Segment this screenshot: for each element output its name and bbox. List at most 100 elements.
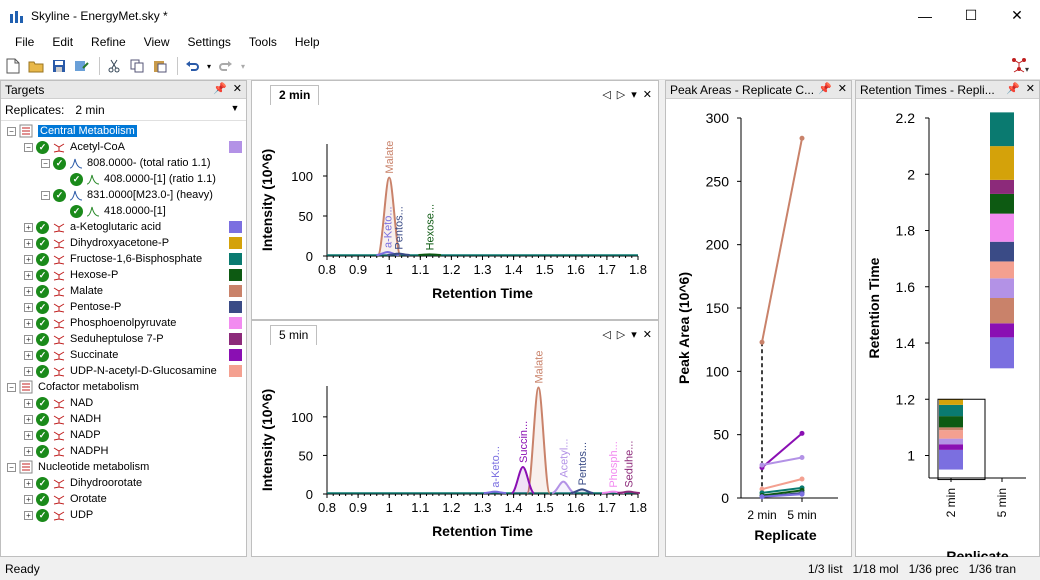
data-point (799, 491, 805, 497)
check-icon: ✓ (36, 508, 49, 522)
tree-item[interactable]: ✓ 408.0000-[1] (ratio 1.1) (58, 171, 216, 187)
pin-icon[interactable]: 📌 (818, 83, 832, 95)
tree-item[interactable]: − Cofactor metabolism (7, 379, 139, 395)
tree-item[interactable]: + ✓ Fructose-1,6-Bisphosphate (24, 251, 202, 267)
open-folder-icon[interactable] (26, 56, 46, 76)
redo-dropdown-icon[interactable]: ▾ (240, 61, 245, 71)
targets-panel-header: Targets 📌 ✕ (1, 81, 246, 99)
tree-item[interactable]: − Central Metabolism (7, 123, 137, 139)
menu-file[interactable]: File (15, 35, 35, 49)
menu-help[interactable]: Help (294, 35, 320, 49)
close-button[interactable]: ✕ (1011, 7, 1023, 23)
tree-item[interactable]: + ✓ UDP (24, 507, 93, 523)
close-icon[interactable]: ✕ (1025, 83, 1035, 95)
tree-item[interactable]: ✓ 418.0000-[1] (58, 203, 166, 219)
cut-icon[interactable] (104, 56, 124, 76)
copy-icon[interactable] (127, 56, 147, 76)
pin-icon[interactable]: 📌 (213, 83, 227, 95)
x-tick-label: 1.3 (473, 262, 491, 277)
tree-item[interactable]: + ✓ Malate (24, 283, 103, 299)
chromatogram-2min-chart[interactable]: 0.8 0.9 1 1.1 1.2 1.3 1.4 1.5 1.6 1.7 1.8 0 50 100 Ret… (252, 106, 658, 320)
prev-icon[interactable]: ◁ (602, 89, 611, 101)
tree-item[interactable]: + ✓ Succinate (24, 347, 118, 363)
expander-icon[interactable]: + (24, 222, 33, 232)
tree-item[interactable]: + ✓ Pentose-P (24, 299, 121, 315)
x-axis-label: Replicate (754, 527, 816, 543)
tree-item[interactable]: + ✓ NAD (24, 395, 93, 411)
menu-tools[interactable]: Tools (248, 35, 277, 49)
expander-icon[interactable]: + (24, 270, 33, 280)
close-icon[interactable]: ✕ (642, 329, 652, 341)
tree-item[interactable]: + ✓ Orotate (24, 491, 107, 507)
tree-item[interactable]: + ✓ Phosphoenolpyruvate (24, 315, 176, 331)
tree-item[interactable]: + ✓ Hexose-P (24, 267, 118, 283)
expander-icon[interactable]: + (24, 510, 33, 520)
tree-item[interactable]: + ✓ a-Ketoglutaric acid (24, 219, 161, 235)
save-icon[interactable] (49, 56, 69, 76)
expander-icon[interactable]: + (24, 398, 33, 408)
tree-item[interactable]: + ✓ NADP (24, 427, 101, 443)
expander-icon[interactable]: + (24, 494, 33, 504)
expander-icon[interactable]: − (41, 190, 50, 200)
retention-times-chart[interactable]: 1 1.2 1.4 1.6 1.8 2 2.2 2 min 5 min Replicate Rete… (856, 100, 1039, 557)
next-icon[interactable]: ▷ (616, 89, 626, 101)
dropdown-icon[interactable]: ▾ (631, 89, 637, 101)
undo-dropdown-icon[interactable]: ▾ (206, 61, 211, 71)
tab-5min[interactable]: 5 min (270, 325, 318, 345)
expander-icon[interactable]: + (24, 318, 33, 328)
expander-icon[interactable]: − (7, 462, 16, 472)
prev-icon[interactable]: ◁ (602, 329, 611, 341)
expander-icon[interactable]: + (24, 478, 33, 488)
expander-icon[interactable]: − (7, 126, 16, 136)
next-icon[interactable]: ▷ (616, 329, 626, 341)
tree-item-label: 831.0000[M23.0-] (heavy) (87, 189, 213, 201)
minimize-button[interactable]: — (918, 7, 932, 24)
close-icon[interactable]: ✕ (232, 83, 242, 95)
tree-item[interactable]: − ✓ Acetyl-CoA (24, 139, 125, 155)
tree-item[interactable]: + ✓ Seduheptulose 7-P (24, 331, 164, 347)
new-file-icon[interactable] (3, 56, 23, 76)
expander-icon[interactable]: + (24, 286, 33, 296)
pin-icon[interactable]: 📌 (1006, 83, 1020, 95)
x-axis-label: Retention Time (432, 285, 533, 301)
expander-icon[interactable]: + (24, 334, 33, 344)
expander-icon[interactable]: + (24, 350, 33, 360)
maximize-button[interactable]: ☐ (964, 7, 978, 23)
publish-icon[interactable] (72, 56, 92, 76)
tree-item[interactable]: + ✓ NADH (24, 411, 101, 427)
tree-item[interactable]: − ✓ 808.0000- (total ratio 1.1) (41, 155, 211, 171)
expander-icon[interactable]: − (24, 142, 33, 152)
expander-icon[interactable]: + (24, 254, 33, 264)
expander-icon[interactable]: + (24, 414, 33, 424)
tree-item[interactable]: + ✓ Dihydroorotate (24, 475, 142, 491)
series-line (761, 432, 803, 469)
expander-icon[interactable]: + (24, 238, 33, 248)
expander-icon[interactable]: − (7, 382, 16, 392)
paste-icon[interactable] (150, 56, 170, 76)
molecule-icon (53, 319, 65, 329)
expander-icon[interactable]: + (24, 366, 33, 376)
menu-refine[interactable]: Refine (91, 35, 126, 49)
peak-areas-chart[interactable]: 0 50 100 150 200 250 300 2 min 5 min Replicate Pea… (666, 100, 851, 557)
menu-settings[interactable]: Settings (187, 35, 231, 49)
tree-item[interactable]: − Nucleotide metabolism (7, 459, 149, 475)
molecule-icon[interactable]: ▾ (1010, 56, 1030, 77)
close-icon[interactable]: ✕ (837, 83, 847, 95)
tab-2min[interactable]: 2 min (270, 85, 320, 105)
menu-view[interactable]: View (143, 35, 170, 49)
tree-item[interactable]: − ✓ 831.0000[M23.0-] (heavy) (41, 187, 213, 203)
close-icon[interactable]: ✕ (642, 89, 652, 101)
expander-icon[interactable]: + (24, 446, 33, 456)
replicates-select[interactable]: 2 min ▼ (72, 100, 243, 119)
expander-icon[interactable]: + (24, 430, 33, 440)
undo-icon[interactable] (182, 56, 202, 76)
chromatogram-5min-chart[interactable]: 0.8 0.9 1 1.1 1.2 1.3 1.4 1.5 1.6 1.7 1.8 0 50 100 Ret… (252, 346, 658, 557)
tree-item[interactable]: + ✓ NADPH (24, 443, 109, 459)
dropdown-icon[interactable]: ▾ (631, 329, 637, 341)
menu-edit[interactable]: Edit (52, 35, 74, 49)
expander-icon[interactable]: + (24, 302, 33, 312)
redo-icon[interactable] (216, 56, 236, 76)
tree-item[interactable]: + ✓ Dihydroxyacetone-P (24, 235, 169, 251)
expander-icon[interactable]: − (41, 158, 50, 168)
tree-item[interactable]: + ✓ UDP-N-acetyl-D-Glucosamine (24, 363, 217, 379)
